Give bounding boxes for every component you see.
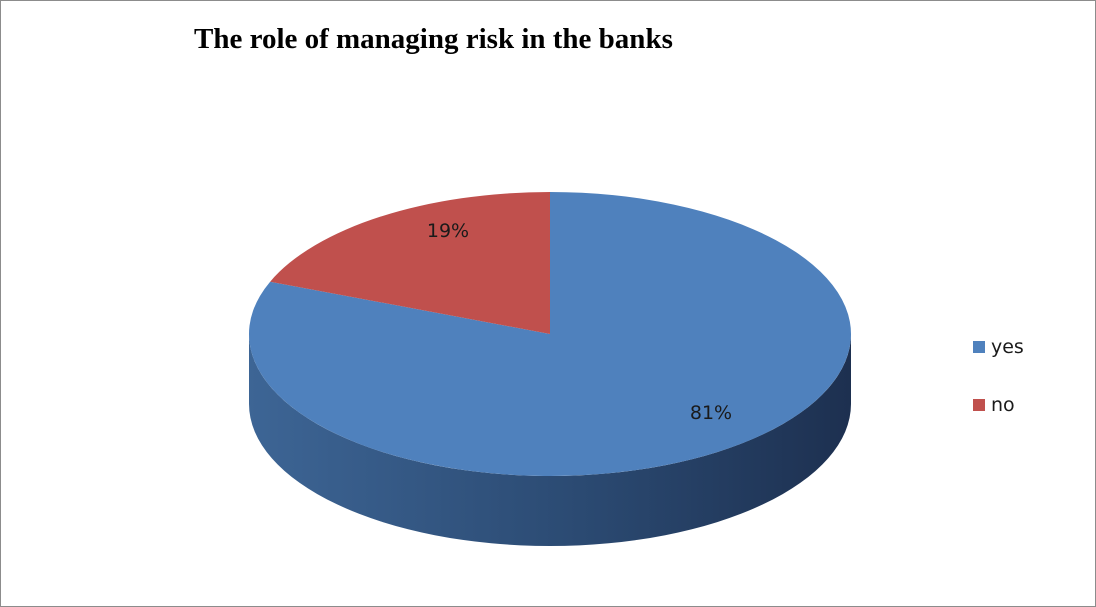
data-label-no: 19% [427, 220, 469, 242]
legend-item-no: no [973, 391, 1024, 419]
chart-title: The role of managing risk in the banks [194, 23, 673, 55]
legend: yes no [973, 333, 1024, 449]
pie-side-wall [249, 334, 851, 546]
legend-item-yes: yes [973, 333, 1024, 361]
data-label-yes: 81% [690, 402, 732, 424]
legend-swatch-yes [973, 341, 985, 353]
legend-label-yes: yes [991, 336, 1024, 358]
legend-label-no: no [991, 394, 1015, 416]
legend-swatch-no [973, 399, 985, 411]
pie-slice-no [270, 192, 550, 334]
